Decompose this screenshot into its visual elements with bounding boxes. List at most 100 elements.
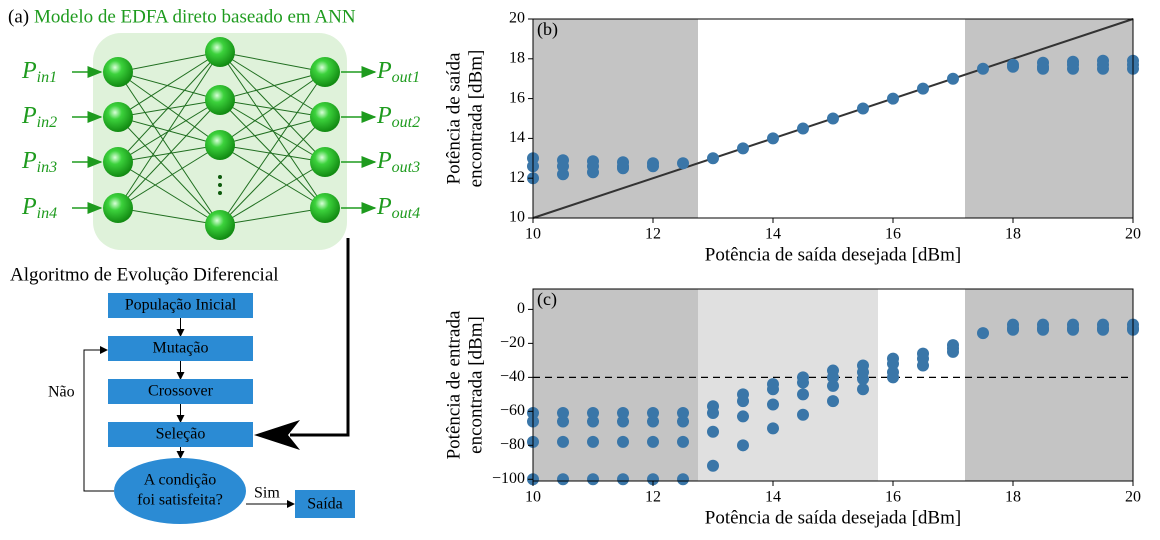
panel-label: (b) <box>537 19 558 40</box>
point <box>587 435 599 448</box>
edge <box>117 51 221 73</box>
input-label: Pin2 <box>21 103 57 131</box>
edge <box>117 161 221 226</box>
edge <box>117 144 221 209</box>
step-box <box>108 379 253 404</box>
point <box>587 407 599 420</box>
point <box>737 439 749 452</box>
algorithm-title: Algoritmo de Evolução Diferencial <box>10 264 279 285</box>
point <box>827 379 839 392</box>
output-label: Pout3 <box>376 148 420 176</box>
point <box>887 357 899 370</box>
y-tick-label: 18 <box>509 49 525 66</box>
neuron <box>103 57 133 87</box>
edge <box>219 116 326 146</box>
edge <box>117 51 221 118</box>
edge <box>117 207 221 226</box>
shaded-region <box>965 289 1133 481</box>
edge <box>219 51 326 163</box>
shaded-region <box>533 19 698 218</box>
y-axis-label: encontrada [dBm] <box>465 316 486 454</box>
symbol: P <box>376 194 392 220</box>
x-tick-label: 20 <box>1125 226 1141 243</box>
point <box>557 473 569 486</box>
point <box>887 371 899 384</box>
point <box>617 162 629 175</box>
point <box>857 102 869 115</box>
output-label: Saída <box>307 496 343 513</box>
point <box>587 415 599 428</box>
point <box>857 373 869 386</box>
point <box>827 371 839 384</box>
point <box>557 407 569 420</box>
point <box>797 408 809 421</box>
x-tick-label: 10 <box>525 226 541 243</box>
point <box>917 82 929 95</box>
point <box>677 473 689 486</box>
subscript: in2 <box>37 114 57 131</box>
point <box>1067 62 1079 75</box>
point <box>1067 323 1079 336</box>
point <box>677 407 689 420</box>
point <box>1037 323 1049 336</box>
neuron <box>103 193 133 223</box>
ellipsis-dot <box>218 175 222 179</box>
point <box>557 435 569 448</box>
feedback-arrow <box>290 238 350 437</box>
x-tick-label: 12 <box>645 489 661 506</box>
point <box>797 388 809 401</box>
y-tick-label: 16 <box>509 89 525 106</box>
neuron <box>310 57 340 87</box>
edge <box>219 207 326 226</box>
y-tick-label: −20 <box>500 334 525 351</box>
output-box <box>295 490 355 518</box>
neuron <box>205 210 235 240</box>
symbol: P <box>376 58 392 84</box>
y-tick-label: 14 <box>509 129 525 146</box>
input-label: Pin1 <box>21 58 57 86</box>
y-tick-label: 10 <box>509 209 525 226</box>
point <box>767 422 779 435</box>
neuron <box>310 102 340 132</box>
point <box>587 166 599 179</box>
y-axis-label: Potência de entrada <box>443 310 464 459</box>
x-axis-label: Potência de saída desejada [dBm] <box>705 507 961 528</box>
point <box>587 473 599 486</box>
x-axis-label: Potência de saída desejada [dBm] <box>705 244 961 265</box>
point <box>707 425 719 438</box>
edge <box>219 161 326 226</box>
shaded-region <box>533 289 698 481</box>
condition-line: foi satisfeita? <box>137 492 223 509</box>
symbol: P <box>21 148 37 174</box>
point <box>737 142 749 155</box>
point <box>797 376 809 389</box>
step-label: Crossover <box>148 383 214 400</box>
point <box>887 92 899 105</box>
x-tick-label: 20 <box>1125 489 1141 506</box>
point <box>557 168 569 181</box>
x-tick-label: 12 <box>645 226 661 243</box>
point <box>737 395 749 408</box>
edge <box>219 71 326 226</box>
edge <box>219 51 326 209</box>
feedback-arrowhead <box>254 420 300 450</box>
x-tick-label: 10 <box>525 489 541 506</box>
point <box>1007 60 1019 73</box>
neuron <box>310 147 340 177</box>
neuron <box>103 147 133 177</box>
subscript: in3 <box>37 159 57 176</box>
edge <box>219 144 326 209</box>
yes-label: Sim <box>254 485 280 502</box>
point <box>707 459 719 472</box>
point <box>917 359 929 372</box>
point <box>767 383 779 396</box>
y-axis-label: encontrada [dBm] <box>465 50 486 188</box>
point <box>1007 323 1019 336</box>
symbol: P <box>376 148 392 174</box>
point <box>947 345 959 358</box>
point <box>977 327 989 340</box>
edge <box>117 51 221 163</box>
point <box>707 407 719 420</box>
plot-frame <box>532 18 1134 219</box>
